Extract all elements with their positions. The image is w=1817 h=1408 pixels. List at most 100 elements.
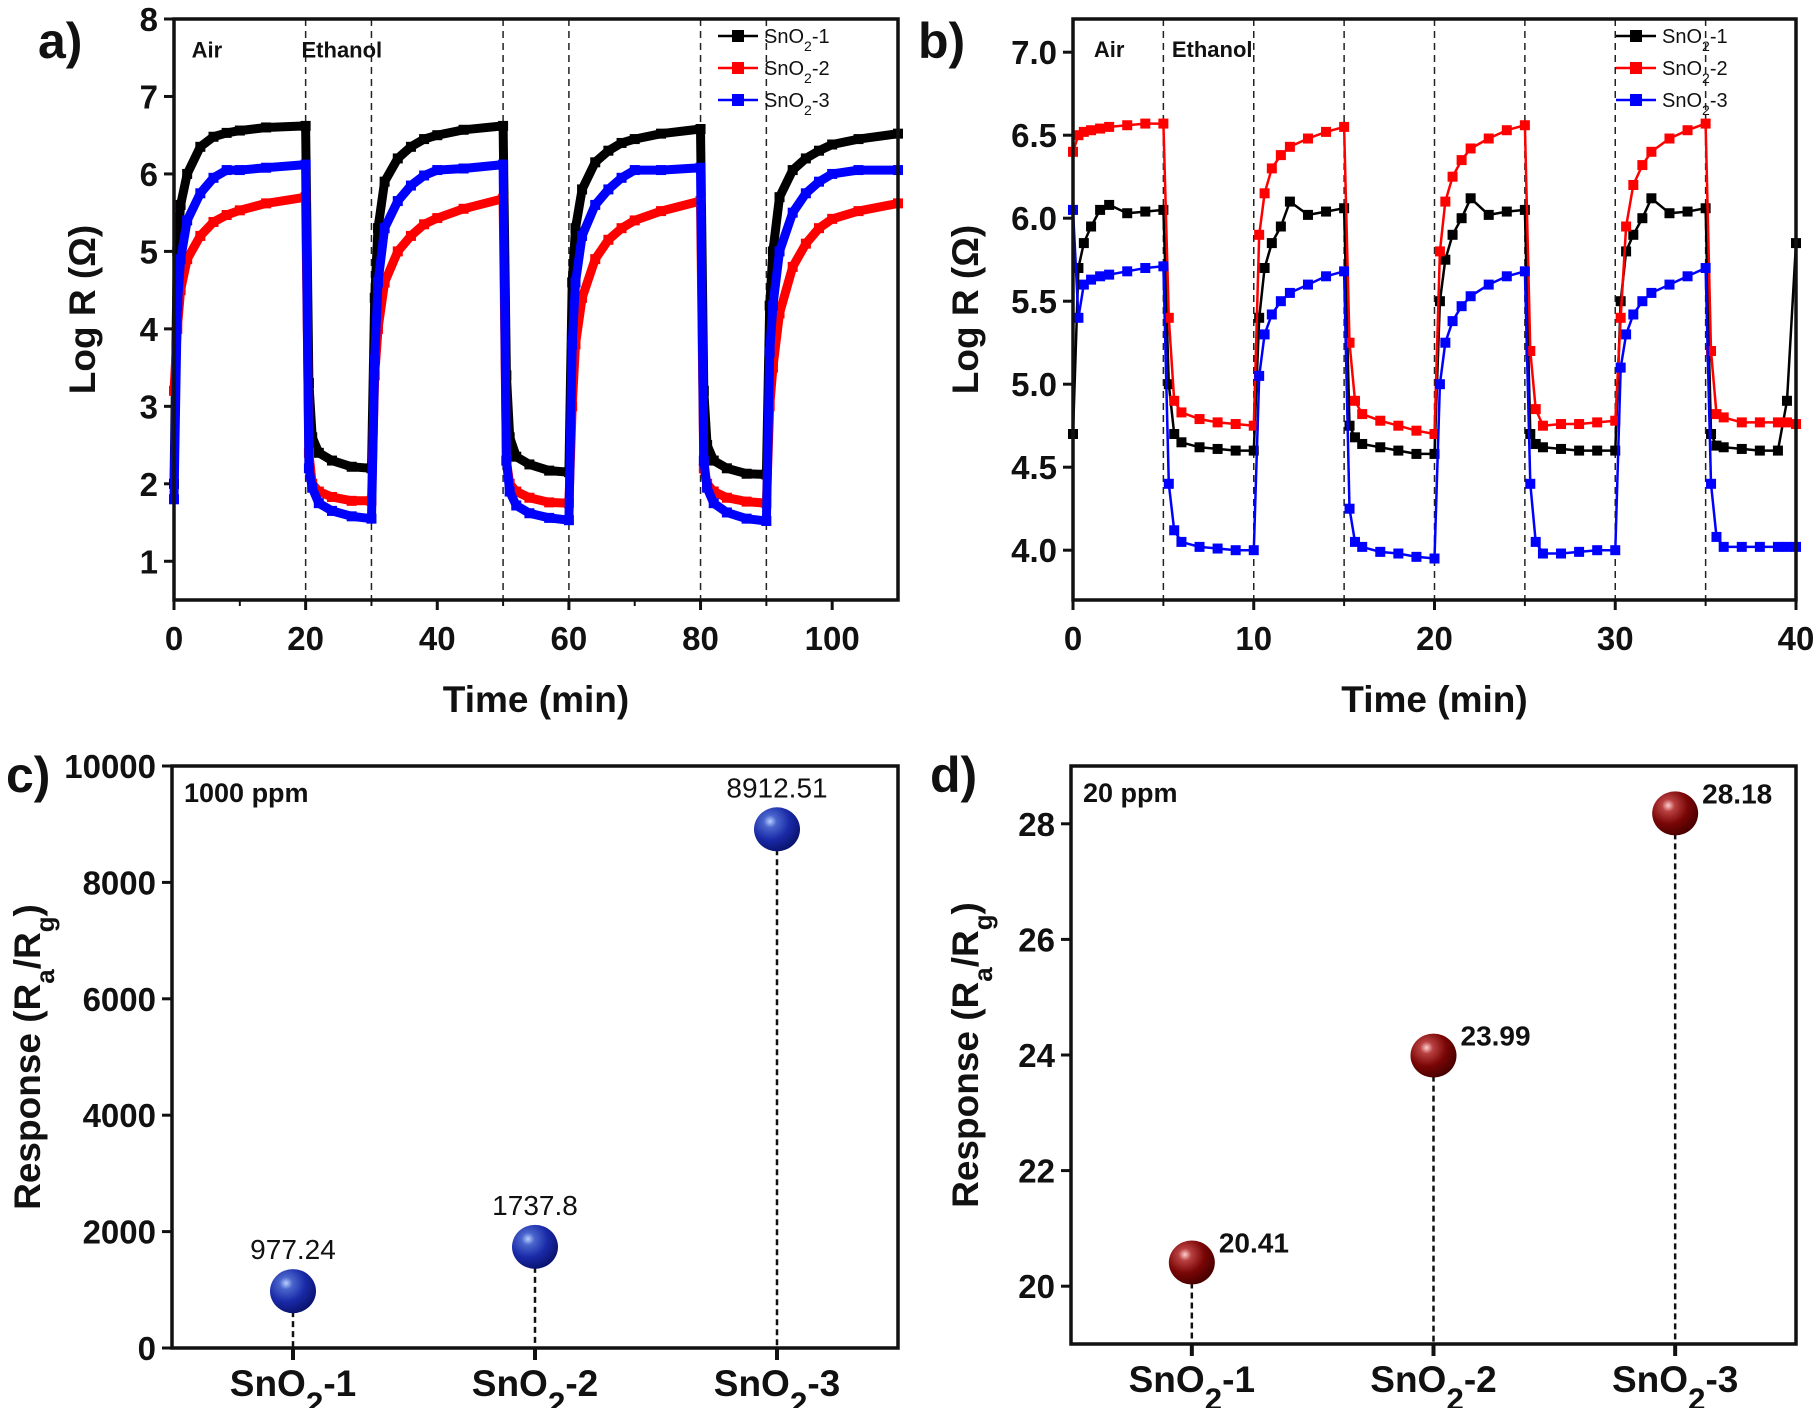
data-point <box>853 165 864 176</box>
series-sno2-2 <box>169 192 903 509</box>
panel-a: a) 1 2 3 4 5 6 7 8 Log R (Ω) 0 20 40 60 80 100 Time (min… <box>38 1 903 720</box>
annotation-air: Air <box>192 38 223 63</box>
concentration-label: 1000 ppm <box>184 778 309 808</box>
data-point <box>1339 121 1350 132</box>
data-point <box>1537 420 1548 431</box>
plot-frame <box>170 764 900 1350</box>
data-point <box>1711 409 1722 420</box>
data-point <box>1095 123 1106 134</box>
legend-label: SnO2-1 <box>1662 26 1728 54</box>
data-point <box>787 207 798 218</box>
data-point <box>208 131 219 142</box>
data-point <box>603 145 614 156</box>
data-point <box>419 134 430 145</box>
data-point <box>741 513 752 524</box>
data-point <box>346 511 357 522</box>
data-point <box>1176 536 1187 547</box>
data-point <box>1434 379 1445 390</box>
data-point <box>182 215 193 226</box>
data-point <box>1275 150 1286 161</box>
data-point <box>1706 478 1717 489</box>
data-point-sphere <box>1168 1240 1215 1285</box>
data-point <box>1456 301 1467 312</box>
data-point <box>182 168 193 179</box>
data-point <box>827 213 838 224</box>
panel-label: b) <box>918 13 965 69</box>
data-point <box>1781 417 1792 428</box>
data-point <box>379 277 390 288</box>
data-point <box>774 192 785 203</box>
data-point <box>1357 541 1368 552</box>
data-point <box>1519 120 1530 131</box>
data-point <box>1140 118 1151 129</box>
legend-marker <box>1630 62 1642 74</box>
data-point <box>1440 196 1451 207</box>
data-point <box>1682 206 1693 217</box>
data-point <box>419 170 430 181</box>
data-point <box>524 492 535 503</box>
data-point <box>1456 213 1467 224</box>
data-point <box>1344 420 1355 431</box>
panel-label: c) <box>6 747 50 803</box>
x-tick-label: 40 <box>1778 620 1815 657</box>
data-point <box>1284 287 1295 298</box>
data-point <box>1664 133 1675 144</box>
data-point <box>1718 412 1729 423</box>
data-point <box>1302 209 1313 220</box>
data-point <box>1393 420 1404 431</box>
data-point <box>172 300 183 311</box>
data-point <box>1176 437 1187 448</box>
value-label: 28.18 <box>1702 778 1772 809</box>
data-point <box>853 134 864 145</box>
data-point <box>698 455 709 466</box>
data-point <box>1212 443 1223 454</box>
data-point <box>1339 203 1350 214</box>
data-point <box>1525 478 1536 489</box>
x-tick-label: 80 <box>682 620 719 657</box>
data-point <box>1158 118 1169 129</box>
data-point <box>1349 432 1360 443</box>
data-point <box>307 482 318 493</box>
data-point <box>1104 199 1115 210</box>
data-point <box>1158 204 1169 215</box>
legend-marker <box>1630 30 1642 42</box>
data-point <box>603 234 614 245</box>
data-point <box>787 165 798 176</box>
data-point <box>498 120 509 131</box>
data-point <box>1176 407 1187 418</box>
data-point <box>1628 180 1639 190</box>
data-point <box>1086 125 1097 136</box>
y-axis-label: Log R (Ω) <box>945 225 986 394</box>
data-point <box>567 339 578 350</box>
data-point <box>1321 206 1332 217</box>
data-point <box>1411 448 1422 459</box>
data-point <box>504 486 515 497</box>
data-point <box>1248 420 1259 431</box>
data-point <box>570 277 581 288</box>
data-point <box>221 127 232 138</box>
y-tick-label: 26 <box>1018 921 1055 958</box>
x-tick-label: 20 <box>287 620 324 657</box>
data-point <box>1078 279 1089 290</box>
data-point <box>1736 443 1747 454</box>
data-point <box>1646 193 1657 204</box>
data-point <box>1718 541 1729 552</box>
series-line <box>169 192 899 508</box>
data-point <box>1086 274 1097 285</box>
data-point-sphere <box>1652 791 1699 836</box>
y-tick-label: 1 <box>140 543 158 580</box>
data-point <box>1339 266 1350 277</box>
data-point <box>702 482 713 493</box>
data-point <box>616 172 627 183</box>
y-tick-label: 6 <box>140 156 158 193</box>
data-point <box>1447 229 1458 240</box>
concentration-label: 20 ppm <box>1083 778 1178 808</box>
data-point <box>1275 221 1286 232</box>
y-axis-label: Log R (Ω) <box>62 225 103 394</box>
data-point <box>511 451 522 462</box>
data-point <box>1259 263 1270 273</box>
data-point <box>1530 438 1541 449</box>
y-tick-label: 6000 <box>83 981 156 1018</box>
data-point <box>1266 163 1277 174</box>
data-point <box>814 176 825 187</box>
